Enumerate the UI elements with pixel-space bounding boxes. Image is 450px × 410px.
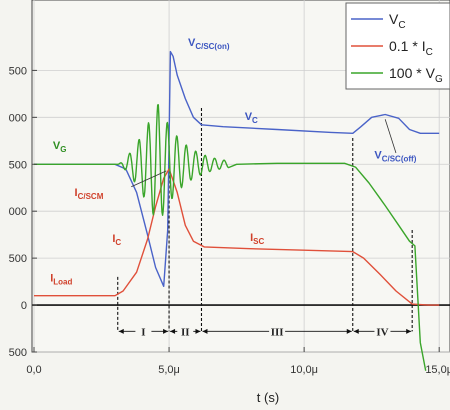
legend-entry-main: V	[389, 11, 399, 27]
annotation-subscript: C	[115, 238, 121, 247]
y-tick-label: 500	[9, 347, 27, 359]
legend-entry-subscript: C	[398, 20, 405, 31]
annotation-subscript: Load	[53, 278, 72, 287]
annotation-main: I	[50, 273, 53, 285]
legend-entry-main: 0.1 * I	[389, 38, 426, 54]
annotation-main: I	[250, 232, 253, 244]
y-tick-label: 500	[9, 159, 27, 171]
y-tick-label: 500	[9, 65, 27, 77]
legend-entry-subscript: C	[426, 47, 433, 58]
legend-entry: 100 * VG	[389, 65, 443, 85]
phase-label: III	[271, 326, 284, 338]
annotation-subscript: C/SCM	[78, 192, 104, 201]
phase-label: IV	[376, 326, 388, 338]
pointer-line-icscm	[131, 170, 167, 188]
annotation-subscript: SC	[253, 237, 264, 246]
annotation-subscript: G	[60, 145, 66, 154]
phase-label: II	[181, 326, 190, 338]
annotation-main: V	[188, 37, 196, 49]
phase-arrowhead	[118, 328, 124, 334]
legend-entry: 0.1 * IC	[389, 38, 433, 58]
x-axis-ticks: 0,0 5,0μ 10,0μ 15,0μ	[26, 347, 450, 376]
phase-labels: I II III IV	[118, 326, 412, 338]
x-tick-label: 0,0	[26, 364, 41, 376]
annotation-label: VC/SC(on)	[188, 37, 230, 51]
annotation-main: I	[112, 233, 115, 245]
annotation-subscript: C/SC(on)	[195, 42, 230, 51]
annotation-main: I	[75, 187, 78, 199]
annotation-label: IC	[112, 233, 121, 247]
annotation-label: ILoad	[50, 273, 72, 287]
annotation-main: V	[374, 150, 382, 162]
annotation-label: IC/SCM	[75, 187, 104, 201]
series-layer	[34, 50, 440, 371]
y-axis-ticks: 500 000 500 000 500 0 500	[9, 65, 37, 359]
series-line-ic	[34, 168, 440, 306]
pointer-line-vcsc-off	[384, 119, 397, 154]
annotation-subscript: C	[252, 116, 258, 125]
x-tick-label: 10,0μ	[290, 364, 318, 376]
phase-arrowhead	[346, 328, 352, 334]
x-tick-label: 15,0μ	[425, 364, 450, 376]
annotation-main: V	[53, 140, 61, 152]
phase-label: I	[141, 326, 145, 338]
legend-entry: VC	[389, 11, 406, 31]
phase-arrowhead	[406, 328, 412, 334]
phase-arrowhead	[202, 328, 208, 334]
phase-arrowhead	[163, 328, 169, 334]
annotation-label: VC	[245, 111, 258, 125]
series-line-vc	[34, 50, 440, 287]
series-line-vg	[34, 104, 427, 371]
y-tick-label: 500	[9, 253, 27, 265]
legend-entry-subscript: G	[435, 74, 443, 85]
phase-arrowhead	[353, 328, 359, 334]
annotation-subscript: C/SC(off)	[382, 155, 417, 164]
y-tick-label: 000	[9, 206, 27, 218]
x-tick-label: 5,0μ	[158, 364, 180, 376]
annotation-label: VG	[53, 140, 67, 154]
y-tick-label: 0	[21, 300, 27, 312]
x-axis-label: t (s)	[257, 390, 279, 405]
annotation-label: VC/SC(off)	[374, 150, 416, 164]
y-tick-label: 000	[9, 112, 27, 124]
annotation-main: V	[245, 111, 253, 123]
annotation-label: ISC	[250, 232, 264, 246]
phase-arrowhead	[195, 328, 201, 334]
legend-entry-main: 100 * V	[389, 65, 436, 81]
phase-arrowhead	[170, 328, 176, 334]
